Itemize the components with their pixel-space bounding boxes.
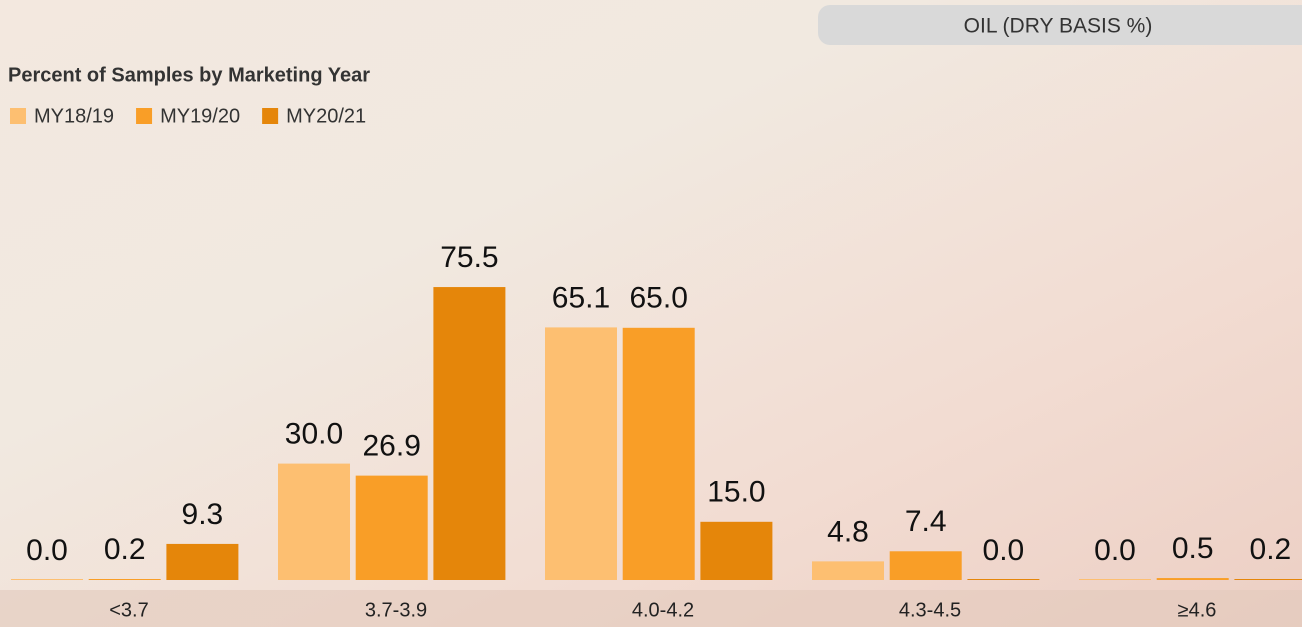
legend-swatch [136, 108, 152, 124]
value-label: 26.9 [363, 430, 421, 463]
legend-swatch [262, 108, 278, 124]
bar [700, 522, 772, 580]
bar [1079, 579, 1151, 580]
legend-label: MY20/21 [286, 105, 366, 127]
legend-label: MY18/19 [34, 105, 114, 127]
value-label: 0.0 [983, 534, 1025, 567]
tab-label: OIL (DRY BASIS %) [964, 15, 1153, 38]
bar [1157, 578, 1229, 580]
value-label: 15.0 [707, 476, 765, 509]
value-label: 65.0 [630, 282, 688, 315]
bar [890, 551, 962, 580]
x-tick-label: 4.0-4.2 [632, 599, 694, 621]
bar [166, 544, 238, 580]
legend-swatch [10, 108, 26, 124]
bar [812, 561, 884, 580]
bar [356, 476, 428, 580]
value-label: 75.5 [440, 241, 498, 274]
value-label: 0.5 [1172, 532, 1214, 565]
value-label: 0.0 [1094, 534, 1136, 567]
x-tick-label: ≥4.6 [1178, 599, 1217, 621]
chart-title: Percent of Samples by Marketing Year [8, 64, 370, 86]
x-tick-label: 3.7-3.9 [365, 599, 427, 621]
value-label: 9.3 [182, 498, 224, 531]
bar [278, 464, 350, 580]
bar [967, 579, 1039, 580]
value-label: 0.2 [1250, 533, 1292, 566]
chart: OIL (DRY BASIS %) Percent of Samples by … [0, 0, 1302, 627]
value-label: 7.4 [905, 505, 947, 538]
value-label: 4.8 [827, 515, 869, 548]
value-label: 0.0 [26, 534, 68, 567]
value-label: 65.1 [552, 281, 610, 314]
bar [89, 579, 161, 580]
bar [545, 327, 617, 580]
x-tick-label: <3.7 [109, 599, 148, 621]
bar [11, 579, 83, 580]
x-tick-label: 4.3-4.5 [899, 599, 961, 621]
value-label: 30.0 [285, 418, 343, 451]
value-label: 0.2 [104, 533, 146, 566]
bar [1234, 579, 1302, 580]
bar [623, 328, 695, 580]
bar [433, 287, 505, 580]
page: OIL (DRY BASIS %) Percent of Samples by … [0, 0, 1302, 627]
legend-label: MY19/20 [160, 105, 240, 127]
